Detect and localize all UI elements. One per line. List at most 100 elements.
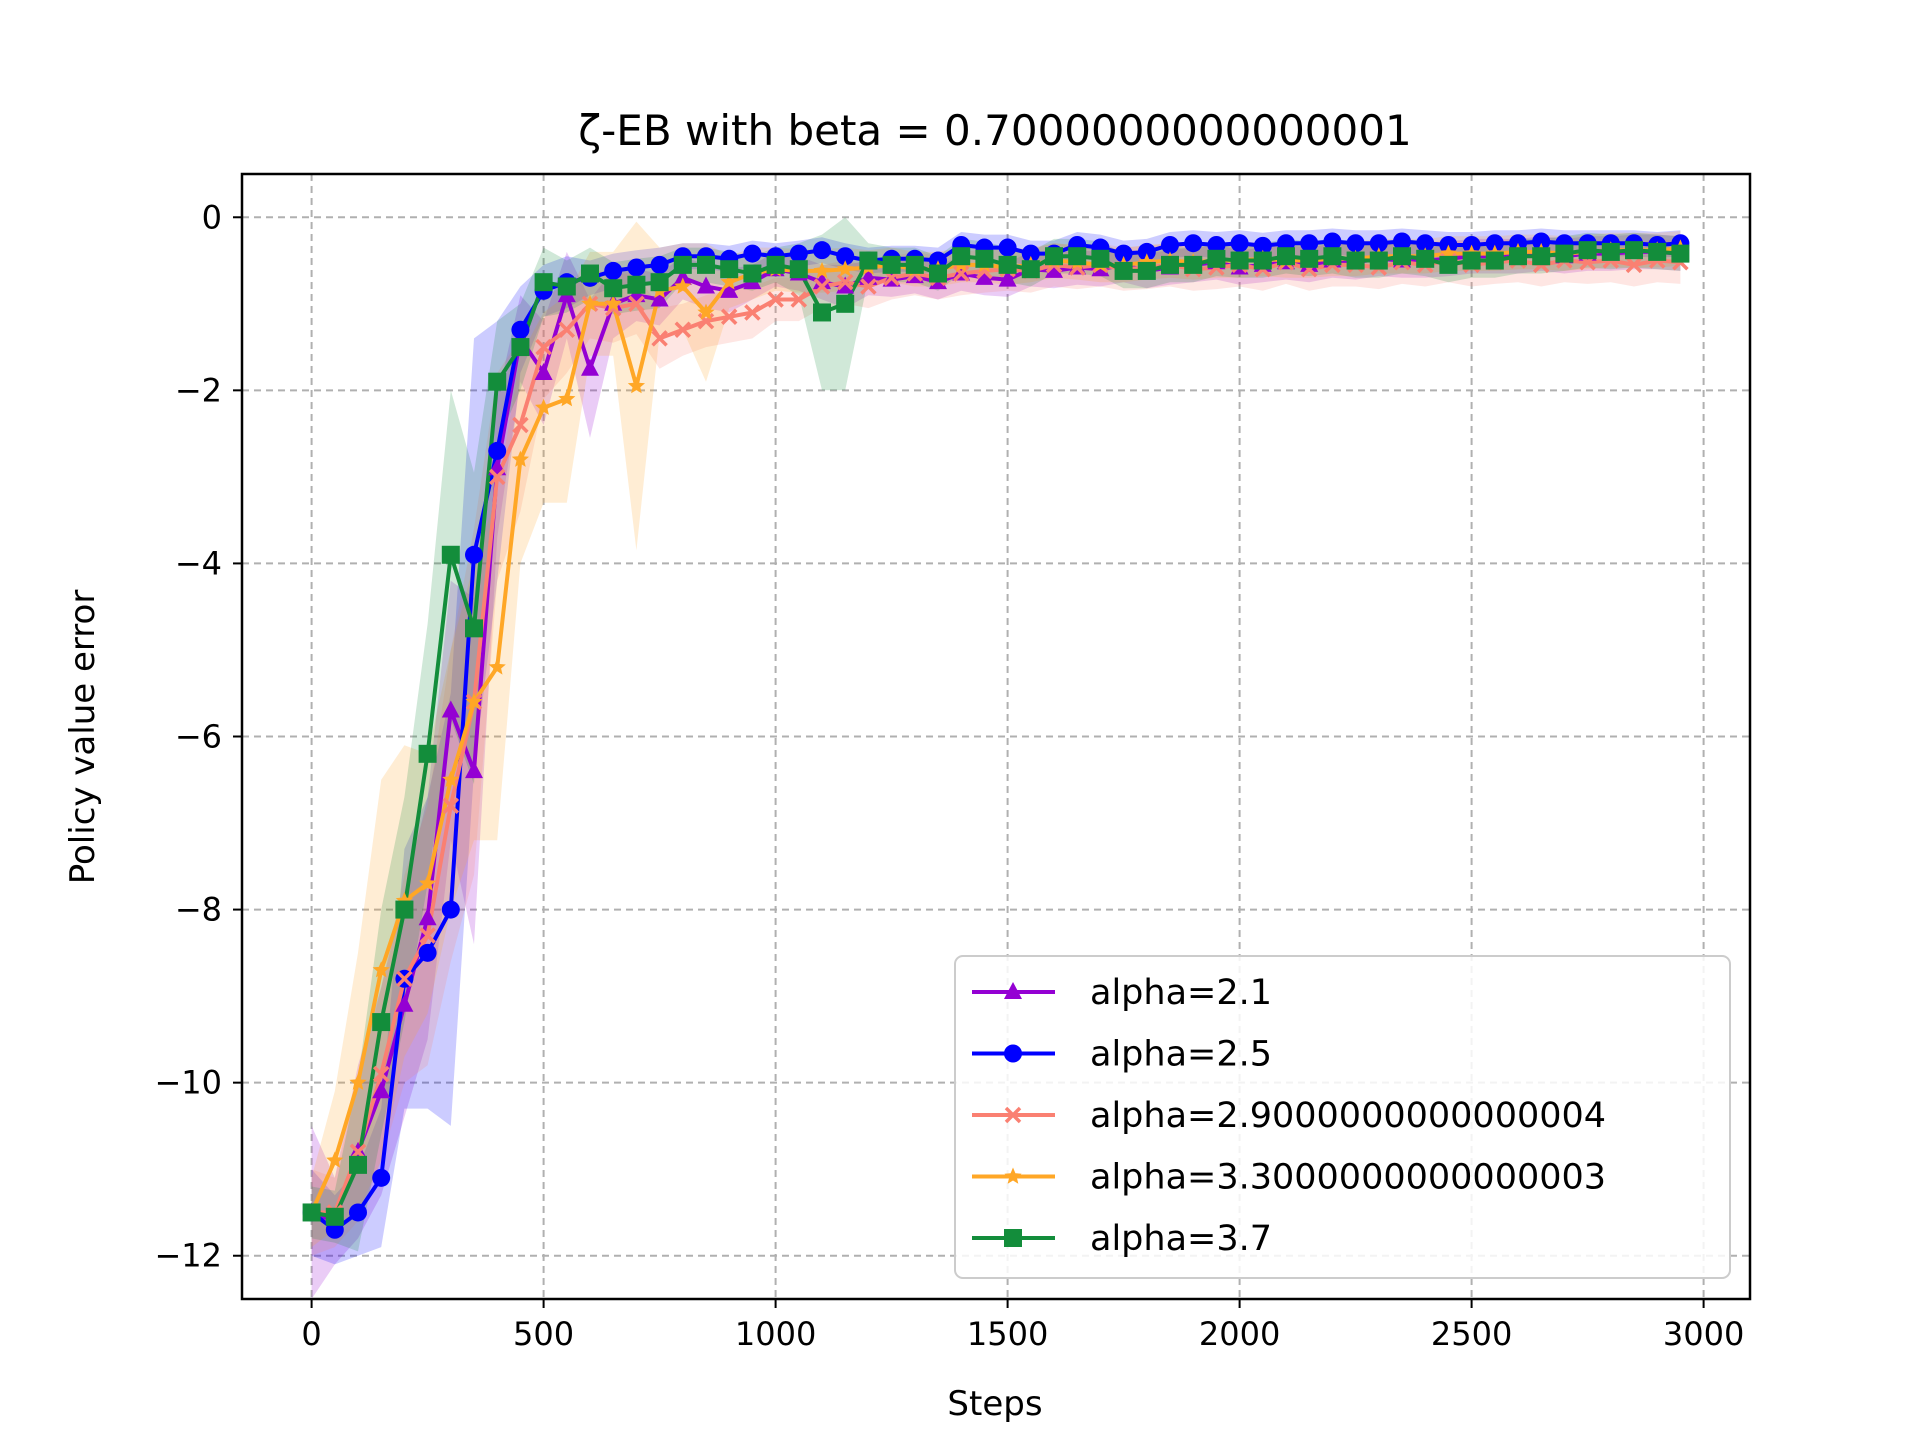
series-1-point	[1300, 234, 1319, 253]
series-1-point	[465, 545, 483, 564]
series-4-point	[302, 1203, 321, 1222]
series-4-point	[488, 372, 507, 391]
series-4-point	[1137, 261, 1156, 280]
legend-label: alpha=2.5	[1090, 1035, 1272, 1075]
series-4-point	[1578, 241, 1597, 260]
series-4-point	[1601, 242, 1620, 261]
series-1-point	[1114, 244, 1133, 263]
series-4-point	[1416, 249, 1435, 268]
series-4-point	[349, 1155, 367, 1174]
series-1-point	[604, 261, 623, 280]
series-1-point	[511, 320, 530, 339]
legend-marker	[1004, 982, 1022, 999]
series-3-point	[720, 273, 738, 290]
series-2-point	[952, 265, 970, 282]
series-2-point	[674, 321, 692, 339]
y-tick-label: −2	[175, 371, 222, 409]
series-4-point	[813, 303, 831, 322]
series-3-point	[558, 390, 576, 407]
series-1-point	[349, 1203, 367, 1222]
series-3-point	[419, 874, 437, 891]
series-4-point	[1462, 251, 1481, 270]
series-4-point	[1045, 247, 1063, 266]
series-4-point	[720, 260, 739, 279]
series-4-point	[627, 275, 646, 294]
series-4-point	[1346, 251, 1365, 270]
series-4-point	[1184, 255, 1203, 274]
series-0-point	[372, 1081, 391, 1099]
series-2-point	[860, 278, 877, 295]
series-4-point	[1369, 251, 1388, 270]
y-tick-label: −4	[175, 544, 222, 582]
series-4-point	[1300, 249, 1319, 268]
x-axis-label: Steps	[947, 1384, 1042, 1424]
y-tick-label: −8	[175, 891, 222, 929]
series-2-point	[488, 468, 506, 486]
series-2-point	[790, 291, 808, 308]
series-4-point	[789, 260, 808, 279]
series-4-point	[1509, 247, 1527, 266]
x-tick-label: 2000	[1199, 1315, 1280, 1353]
x-tick-label: 1500	[967, 1315, 1048, 1353]
series-0-point	[441, 700, 460, 718]
x-axis-ticks: 0 500 1000 1500 2000 2500 3000	[301, 1299, 1744, 1353]
series-1-point	[1323, 232, 1342, 251]
x-tick-label: 3000	[1663, 1315, 1744, 1353]
series-4-point	[1207, 249, 1226, 268]
series-1-point	[488, 441, 507, 460]
series-1-point	[813, 241, 831, 260]
series-1-point	[1207, 235, 1226, 254]
series-0-point	[650, 289, 669, 307]
series-4-point	[1485, 251, 1504, 270]
series-2-point	[697, 312, 715, 330]
series-0-point	[581, 358, 599, 376]
series-4-point	[604, 279, 623, 298]
y-tick-label: −12	[154, 1237, 222, 1275]
series-2-point	[651, 330, 668, 347]
series-4-point	[465, 619, 483, 638]
series-2-point	[419, 927, 436, 944]
series-4-point	[557, 277, 576, 296]
series-4-point	[1253, 251, 1272, 270]
series-1-point	[1184, 234, 1203, 253]
series-0-point	[673, 267, 692, 285]
series-4-point	[372, 1013, 391, 1032]
series-2-point	[558, 321, 576, 339]
series-3-point	[511, 450, 529, 467]
series-1-point	[789, 244, 808, 263]
series-1-point	[1253, 236, 1272, 255]
series-1-point	[743, 244, 762, 263]
series-1-point	[650, 255, 669, 274]
x-tick-label: 0	[301, 1315, 321, 1353]
series-4-point	[1439, 255, 1458, 274]
series-4-point	[1114, 261, 1133, 280]
series-markers	[302, 232, 1690, 1239]
series-1-point	[1416, 234, 1435, 253]
series-3-point	[604, 294, 622, 312]
series-4-point	[1230, 251, 1249, 270]
series-4-point	[975, 249, 994, 268]
series-3-point	[349, 1073, 367, 1090]
series-0-point	[1045, 260, 1063, 278]
series-3-point	[488, 658, 506, 675]
series-4-point	[1671, 244, 1690, 263]
series-0-point	[720, 280, 739, 298]
series-4-point	[1068, 247, 1087, 266]
series-4-point	[581, 264, 599, 283]
series-3-point	[674, 277, 692, 294]
series-2-point	[372, 1065, 390, 1083]
series-1-point	[1485, 234, 1504, 253]
series-1-point	[372, 1168, 391, 1187]
series-2-point	[535, 338, 552, 356]
series-0-point	[697, 276, 715, 294]
series-4-point	[418, 744, 437, 763]
legend-entry: alpha=3.7	[972, 1219, 1272, 1259]
legend-label: alpha=2.1	[1090, 973, 1272, 1013]
series-1-point	[998, 238, 1017, 257]
x-tick-label: 2500	[1431, 1315, 1512, 1353]
series-4-point	[511, 338, 530, 357]
series-4-point	[998, 255, 1017, 274]
series-1-point	[1161, 235, 1179, 254]
series-2-point	[767, 291, 784, 308]
series-2-point	[442, 797, 460, 814]
